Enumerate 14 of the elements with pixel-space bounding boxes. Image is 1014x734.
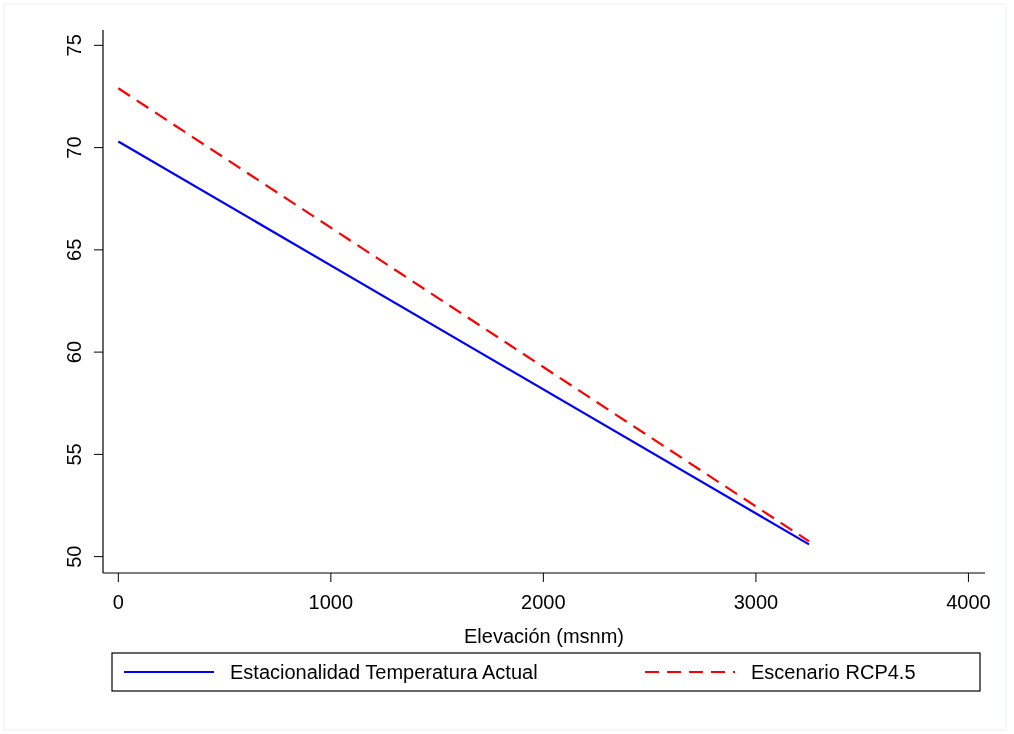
legend-label: Escenario RCP4.5 xyxy=(751,661,916,683)
legend-label: Estacionalidad Temperatura Actual xyxy=(230,661,538,683)
y-tick-label: 65 xyxy=(63,238,85,261)
y-tick-label: 55 xyxy=(63,443,85,466)
x-tick-label: 0 xyxy=(112,591,124,613)
x-tick-label: 1000 xyxy=(308,591,354,613)
x-tick-label: 3000 xyxy=(733,591,779,613)
y-tick-label: 50 xyxy=(63,545,85,568)
y-tick-label: 60 xyxy=(63,340,85,364)
x-tick-label: 4000 xyxy=(946,591,991,613)
x-tick-label: 2000 xyxy=(521,591,566,613)
y-tick-label: 70 xyxy=(63,136,85,159)
y-tick-label: 75 xyxy=(63,34,85,57)
x-axis-title: Elevación (msnm) xyxy=(463,625,625,647)
